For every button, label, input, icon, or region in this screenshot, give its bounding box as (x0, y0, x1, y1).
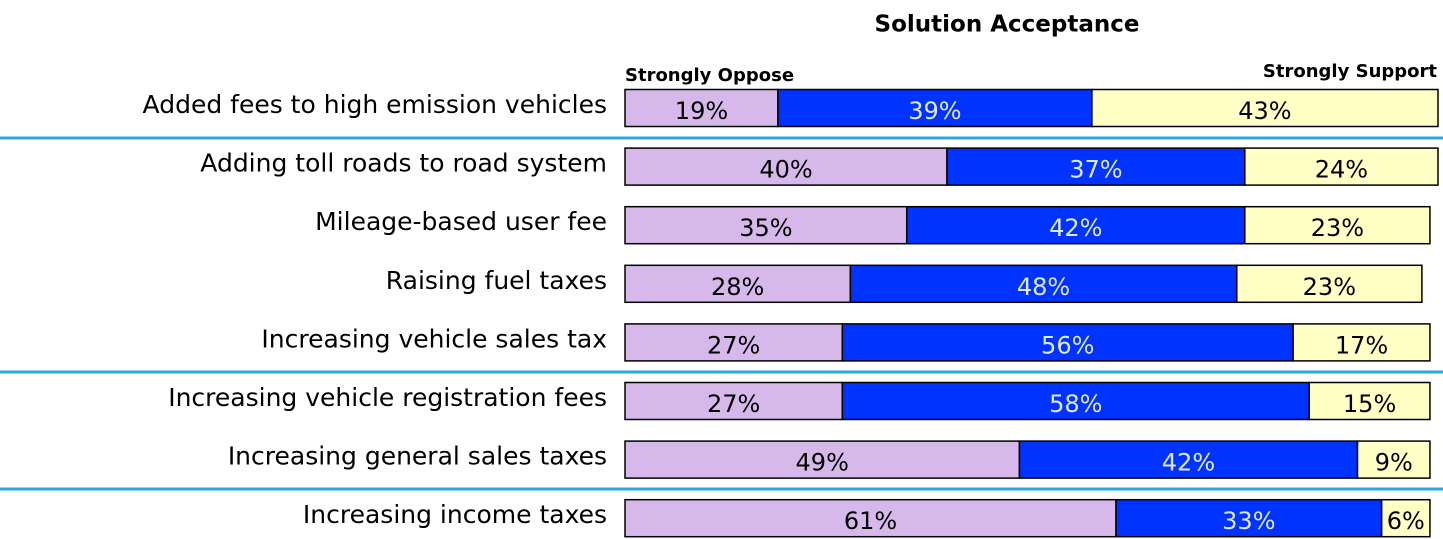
value-label: 23% (1303, 273, 1356, 301)
value-label: 23% (1311, 214, 1364, 242)
right-label: Strongly Support (1263, 61, 1437, 82)
value-label: 37% (1069, 156, 1122, 184)
bar-segment (1356, 440, 1431, 479)
value-label: 48% (1017, 273, 1070, 301)
value-label: 42% (1162, 449, 1215, 477)
bar-segment (1091, 88, 1439, 128)
value-label: 28% (711, 273, 764, 301)
value-label: 35% (739, 214, 792, 242)
bar-segment (946, 147, 1246, 186)
value-label: 39% (908, 97, 961, 125)
value-label: 61% (844, 507, 897, 535)
value-label: 17% (1335, 331, 1388, 359)
bar-segment (1236, 264, 1423, 304)
bar-segment (624, 440, 1021, 479)
value-label: 27% (707, 331, 760, 359)
bar-segment (841, 381, 1310, 421)
value-label: 15% (1343, 390, 1396, 418)
category-label: Raising fuel taxes (386, 266, 607, 295)
value-label: 33% (1222, 507, 1275, 535)
value-label: 19% (675, 97, 728, 125)
bar-segment (1292, 323, 1431, 362)
category-label: Increasing income taxes (303, 500, 607, 529)
bar-segment (1115, 498, 1383, 538)
category-label: Increasing general sales taxes (228, 442, 607, 471)
value-label: 27% (707, 390, 760, 418)
left-label: Strongly Oppose (625, 65, 794, 86)
category-label: Increasing vehicle registration fees (168, 383, 607, 412)
value-label: 43% (1238, 97, 1291, 125)
bar-segment (849, 264, 1238, 304)
chart-title: Solution Acceptance (875, 12, 1140, 38)
value-label: 40% (759, 156, 812, 184)
category-label: Mileage-based user fee (315, 207, 607, 236)
bar-segment (624, 264, 852, 304)
category-label: Increasing vehicle sales tax (261, 324, 607, 353)
bar-segment (624, 147, 948, 186)
value-label: 24% (1315, 156, 1368, 184)
value-label: 56% (1041, 331, 1094, 359)
bar-segment (905, 205, 1246, 245)
bar-segment (1380, 498, 1431, 538)
bar-segment (624, 323, 844, 362)
bar-segment (1244, 205, 1431, 245)
value-label: 49% (796, 449, 849, 477)
bar-segment (624, 498, 1117, 538)
value-label: 9% (1375, 449, 1413, 477)
value-label: 42% (1049, 214, 1102, 242)
bar-segment (1244, 147, 1439, 186)
bar-segment (624, 88, 779, 128)
value-label: 6% (1387, 507, 1425, 535)
value-label: 58% (1049, 390, 1102, 418)
bar-segment (777, 88, 1093, 128)
bar-segment (1308, 381, 1431, 421)
bar-segment (624, 381, 844, 421)
bar-segment (841, 323, 1294, 362)
category-label: Added fees to high emission vehicles (143, 90, 607, 119)
category-label: Adding toll roads to road system (200, 149, 607, 178)
